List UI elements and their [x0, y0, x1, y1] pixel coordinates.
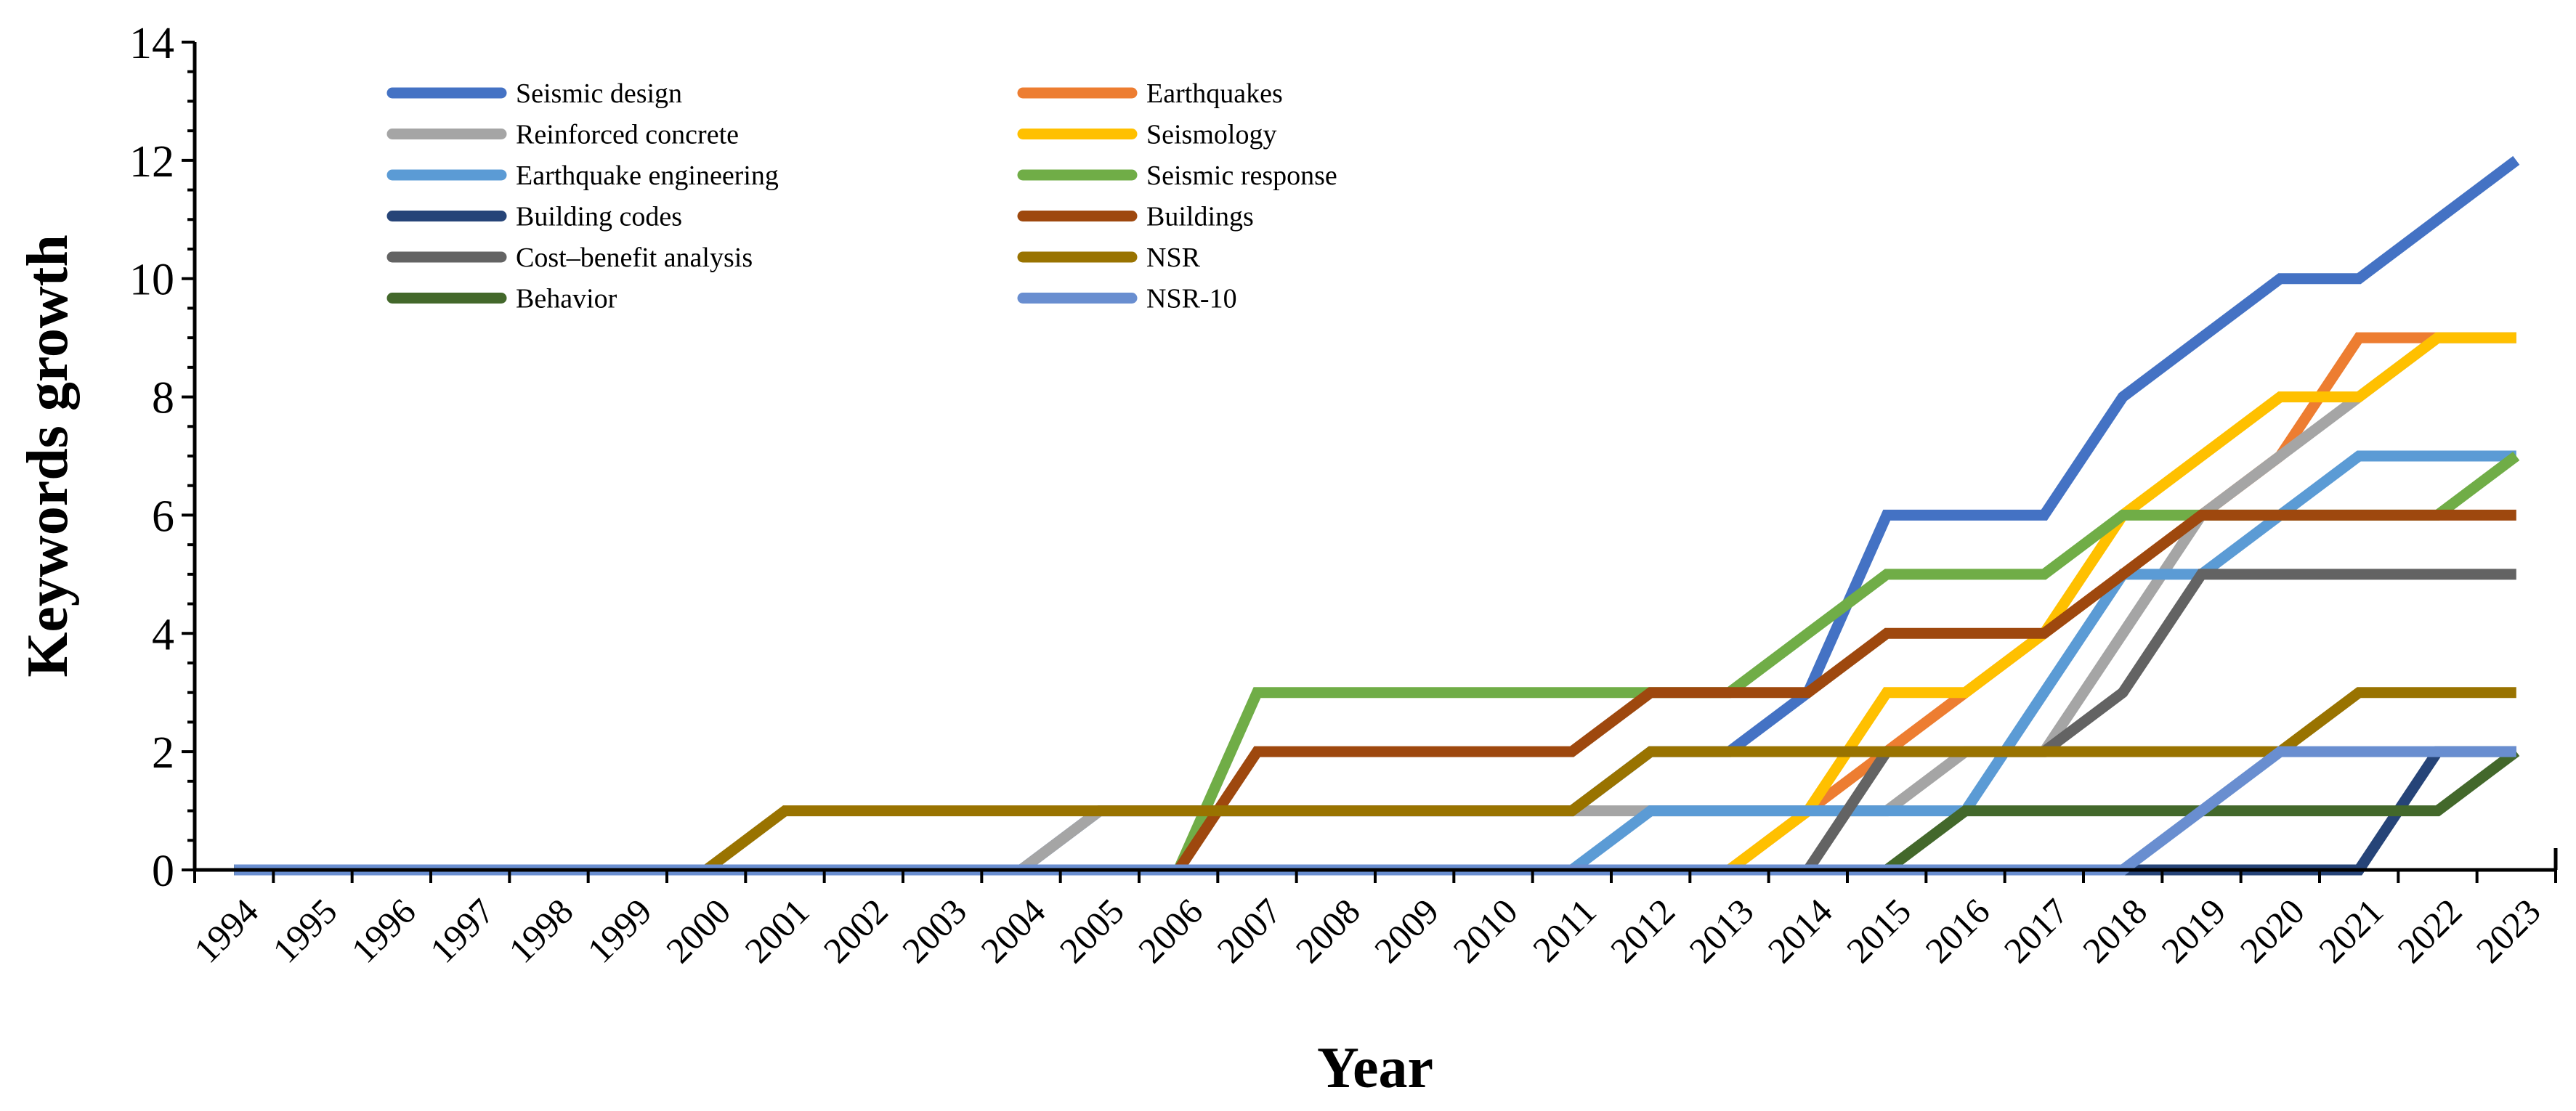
legend-item: Building codes: [386, 202, 682, 232]
x-tick-label: 1994: [186, 890, 266, 970]
x-tick-label: 2017: [1996, 890, 2076, 970]
series-line-earthquakes: [234, 332, 2516, 876]
y-tick-label: 10: [129, 256, 174, 305]
y-tick-label: 8: [152, 374, 174, 423]
x-tick-label: 2006: [1130, 890, 1210, 970]
y-tick-label: 14: [129, 19, 174, 68]
y-tick-label: 6: [152, 492, 174, 541]
x-tick-label: 2014: [1760, 890, 1840, 970]
legend-label: Building codes: [516, 202, 682, 232]
x-tick-label: 2019: [2153, 890, 2233, 970]
legend-label: Reinforced concrete: [516, 120, 739, 150]
x-tick-label: 2003: [894, 890, 974, 970]
x-tick-label: 2009: [1366, 890, 1446, 970]
x-tick-label: 2013: [1681, 890, 1761, 970]
legend-label: Buildings: [1146, 202, 1254, 232]
legend-label: Seismic response: [1146, 160, 1337, 191]
x-tick-label: 2023: [2468, 890, 2548, 970]
x-axis-title: Year: [1317, 1036, 1433, 1100]
x-tick-label: 2008: [1288, 890, 1368, 970]
legend-label: NSR: [1146, 243, 1201, 273]
y-tick-label: 12: [129, 137, 174, 187]
legend-label: Seismic design: [516, 78, 682, 109]
x-tick-label: 2011: [1525, 890, 1604, 969]
x-tick-label: 2015: [1839, 890, 1919, 970]
legend-item: Reinforced concrete: [386, 120, 739, 150]
legend-label: Cost–benefit analysis: [516, 243, 753, 273]
legend-item: Cost–benefit analysis: [386, 243, 753, 273]
series-line-reinforced-concrete: [234, 332, 2516, 876]
x-tick-label: 2000: [658, 890, 738, 970]
x-tick-label: 1995: [264, 890, 344, 970]
legend-item: Buildings: [1017, 202, 1254, 232]
legend-label: Seismology: [1146, 120, 1276, 150]
x-tick-label: 2022: [2389, 890, 2469, 970]
x-tick-label: 2021: [2311, 890, 2391, 970]
x-tick-label: 2010: [1445, 890, 1525, 970]
x-tick-label: 1996: [344, 890, 424, 970]
x-tick-label: 2007: [1209, 890, 1289, 970]
x-tick-label: 2018: [2075, 890, 2155, 970]
y-tick-label: 2: [152, 728, 174, 778]
legend-label: NSR-10: [1146, 284, 1237, 314]
legend-item: Earthquake engineering: [386, 160, 779, 191]
legend-item: Earthquakes: [1017, 78, 1283, 109]
legend-item: Seismology: [1017, 120, 1276, 150]
legend-item: Seismic design: [386, 78, 682, 109]
series-line-nsr: [234, 687, 2516, 876]
legend: Seismic design Earthquakes Reinforced conc…: [386, 78, 1337, 314]
y-axis-title: Keywords growth: [16, 235, 80, 677]
x-tick-label: 1999: [580, 890, 660, 970]
x-tick-label: 2004: [973, 890, 1053, 970]
legend-label: Earthquake engineering: [516, 160, 779, 191]
y-tick-label: 0: [152, 847, 174, 896]
x-tick-label: 1998: [501, 890, 580, 970]
y-tick-label: 4: [152, 610, 174, 659]
legend-item: Behavior: [386, 284, 617, 314]
x-tick-label: 2020: [2232, 890, 2312, 970]
legend-label: Earthquakes: [1146, 78, 1283, 109]
legend-label: Behavior: [516, 284, 617, 314]
legend-item: NSR: [1017, 243, 1201, 273]
ticks-layer: 0246810121419941995199619971998199920002…: [129, 19, 2557, 971]
legend-item: NSR-10: [1017, 284, 1237, 314]
x-tick-label: 2005: [1052, 890, 1132, 970]
series-line-seismology: [234, 332, 2516, 876]
x-tick-label: 2016: [1917, 890, 1997, 970]
x-tick-label: 1997: [422, 890, 502, 970]
x-tick-label: 2001: [737, 890, 817, 970]
legend-item: Seismic response: [1017, 160, 1337, 191]
x-tick-label: 2012: [1603, 890, 1682, 970]
x-tick-label: 2002: [816, 890, 896, 970]
